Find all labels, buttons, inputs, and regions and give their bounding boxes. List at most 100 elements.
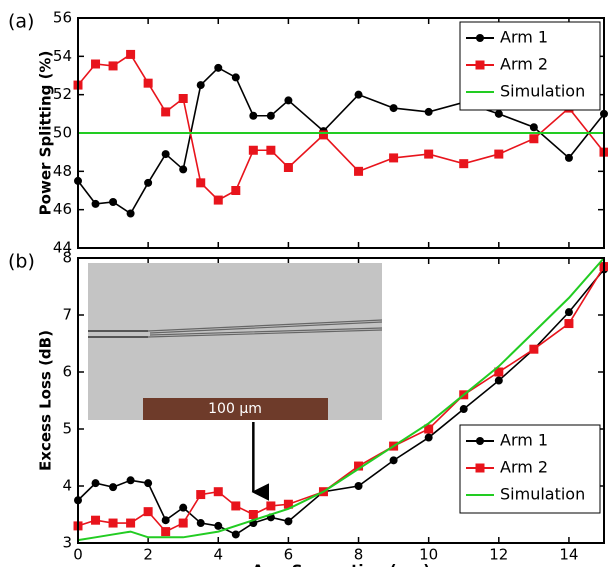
panel-label: (b) [8, 251, 35, 273]
x-tick-label: 12 [489, 546, 508, 564]
plot-frame [77, 17, 605, 249]
y-tick-label: 4 [62, 477, 72, 495]
point [494, 149, 504, 159]
point [249, 111, 258, 120]
plot-frame [77, 257, 605, 544]
point [284, 96, 293, 105]
y-axis-label: Power Splitting (%) [37, 51, 55, 216]
point [389, 456, 398, 465]
y-tick-label: 56 [53, 9, 72, 27]
point [529, 123, 538, 132]
point [564, 308, 573, 317]
point [196, 178, 206, 188]
point [494, 109, 503, 118]
point [161, 150, 170, 159]
x-tick-label: 0 [73, 546, 83, 564]
point [126, 49, 136, 59]
point [213, 195, 223, 205]
point [91, 479, 100, 488]
point [161, 516, 170, 525]
y-tick-label: 50 [53, 124, 72, 142]
legend-label: Arm 2 [500, 458, 548, 477]
legend-label: Arm 2 [500, 55, 548, 74]
x-tick-label: 6 [284, 546, 294, 564]
point [196, 490, 206, 500]
point [284, 517, 293, 526]
point [126, 518, 136, 528]
y-tick-label: 5 [62, 420, 72, 438]
legend-marker [476, 437, 484, 445]
point [389, 153, 399, 163]
series-line [77, 53, 605, 202]
point [354, 90, 363, 99]
x-tick-label: 10 [419, 546, 438, 564]
series-line [77, 257, 605, 542]
point [214, 521, 223, 530]
point [231, 186, 241, 195]
point [354, 461, 364, 471]
legend: Arm 1 Arm 2 Simulation [459, 424, 601, 514]
y-tick-label: 48 [53, 162, 72, 180]
point [178, 518, 188, 528]
point [91, 59, 101, 69]
waveguide-branch [147, 319, 383, 338]
legend-label: Simulation [500, 485, 585, 504]
legend: Arm 1 Arm 2 Simulation [459, 21, 601, 111]
point [354, 482, 363, 490]
point [424, 107, 433, 116]
x-tick-label: 14 [559, 546, 578, 564]
point [91, 515, 101, 525]
point [144, 178, 153, 187]
series-line [77, 266, 605, 533]
legend-marker [475, 463, 485, 473]
y-axis-label: Excess Loss (dB) [37, 330, 55, 471]
legend-label: Simulation [500, 82, 585, 101]
point [91, 199, 100, 208]
point [424, 433, 433, 442]
point [126, 476, 135, 485]
point [196, 81, 205, 90]
point [108, 61, 118, 71]
y-tick-label: 54 [53, 47, 72, 65]
y-tick-label: 44 [53, 239, 72, 257]
point [143, 507, 153, 517]
series-line [77, 268, 605, 536]
point [144, 479, 153, 488]
point [564, 319, 574, 329]
legend-label: Arm 1 [500, 28, 548, 47]
point [266, 501, 276, 511]
point [248, 510, 258, 519]
legend-marker [475, 60, 485, 70]
y-tick-label: 7 [62, 306, 72, 324]
x-tick-label: 4 [213, 546, 223, 564]
point [231, 73, 240, 82]
point [459, 159, 469, 169]
point [424, 424, 434, 434]
inset-background [88, 263, 382, 420]
point [424, 149, 434, 159]
point [126, 209, 135, 218]
point [231, 501, 241, 511]
point [266, 111, 275, 120]
point [196, 519, 205, 528]
point [179, 503, 188, 512]
point [108, 518, 118, 528]
point [494, 376, 503, 385]
point [389, 104, 398, 113]
point [529, 134, 539, 144]
point [318, 130, 328, 140]
x-axis-label: Arm Separation (μm) [252, 562, 430, 567]
panel-label: (a) [8, 11, 34, 33]
y-tick-label: 52 [53, 85, 72, 103]
y-tick-label: 46 [53, 200, 72, 218]
point [459, 405, 468, 414]
inset-micrograph: 100 μm [88, 263, 383, 420]
point [266, 145, 276, 155]
point [178, 94, 188, 103]
legend-label: Arm 1 [500, 431, 548, 450]
point [109, 198, 118, 206]
point [283, 163, 293, 172]
point [283, 499, 293, 509]
point [143, 78, 153, 88]
